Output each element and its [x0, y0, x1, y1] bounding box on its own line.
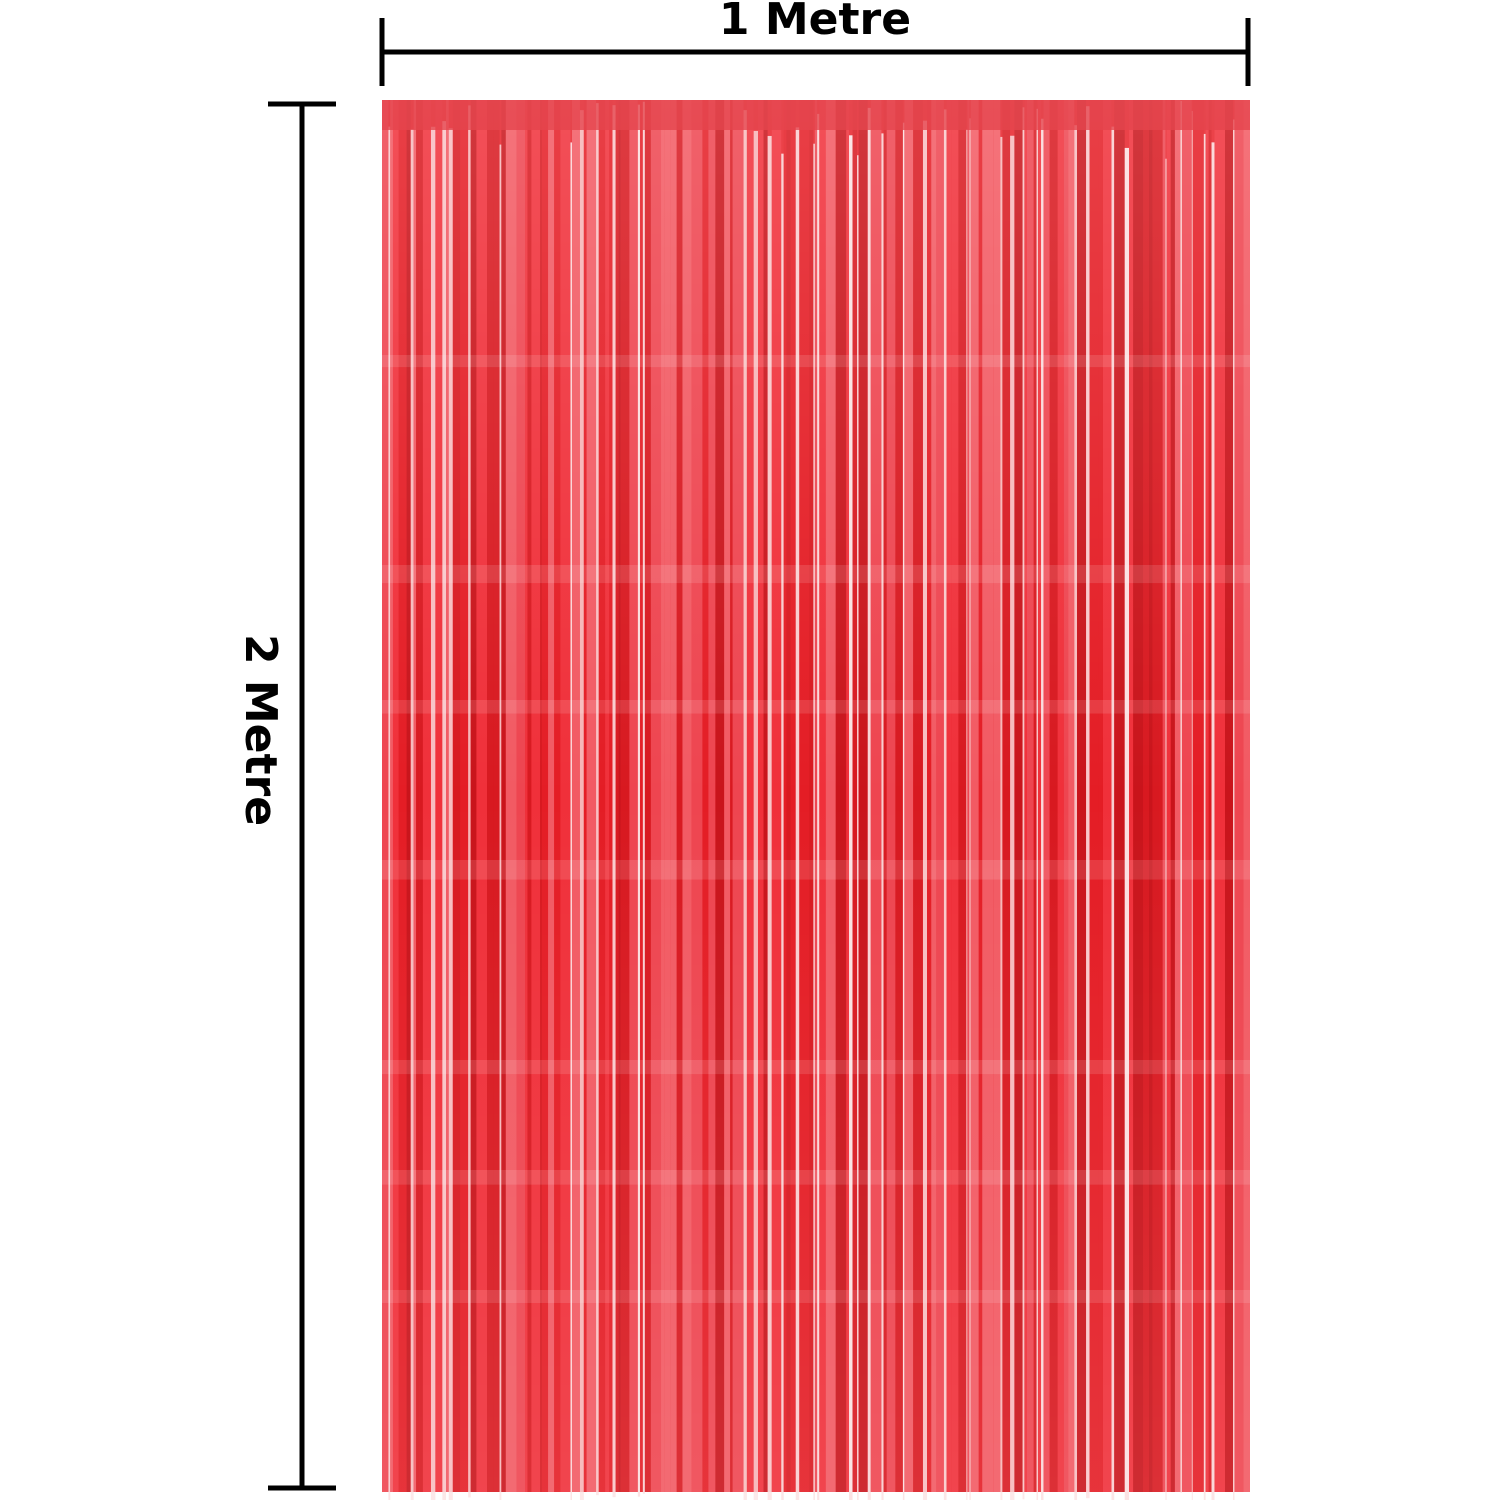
foil-curtain — [382, 100, 1250, 1500]
width-label: 1 Metre — [719, 0, 911, 45]
height-dimension: 2 Metre — [235, 101, 336, 1491]
sheen — [382, 100, 1250, 1492]
width-dimension: 1 Metre — [379, 0, 1251, 86]
height-label: 2 Metre — [235, 634, 286, 826]
